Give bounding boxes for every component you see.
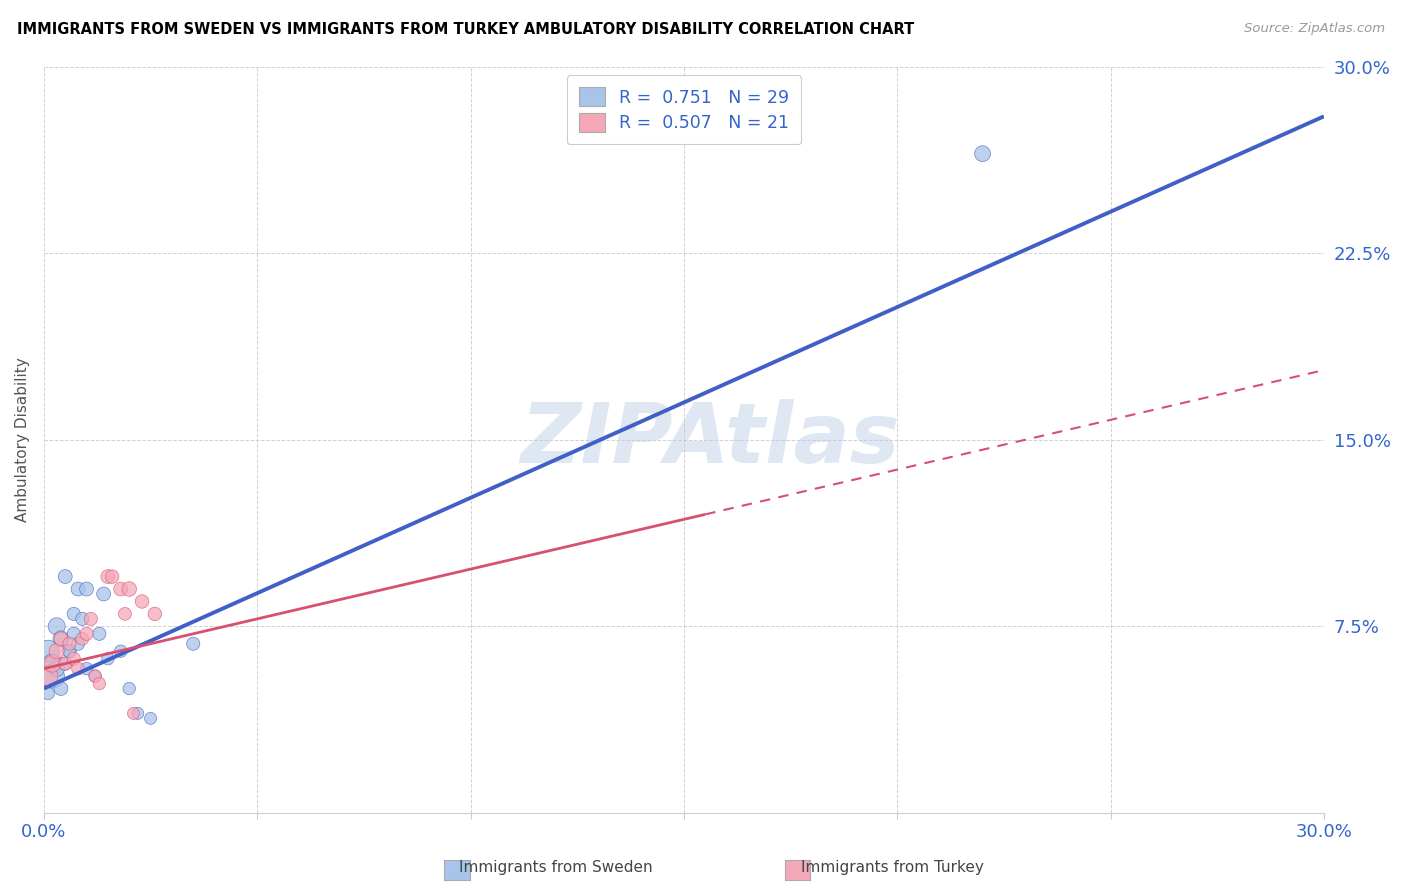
Point — [49, 681, 72, 696]
Point — [127, 706, 149, 721]
Point — [118, 582, 141, 596]
Point — [66, 662, 89, 676]
Point — [66, 637, 89, 651]
Point — [76, 582, 98, 596]
Text: ZIPAtlas: ZIPAtlas — [520, 400, 900, 480]
Point — [143, 607, 166, 621]
Point — [58, 637, 80, 651]
Point — [80, 612, 103, 626]
Point — [84, 669, 107, 683]
Text: Immigrants from Turkey: Immigrants from Turkey — [801, 861, 984, 875]
Text: Source: ZipAtlas.com: Source: ZipAtlas.com — [1244, 22, 1385, 36]
Text: IMMIGRANTS FROM SWEDEN VS IMMIGRANTS FROM TURKEY AMBULATORY DISABILITY CORRELATI: IMMIGRANTS FROM SWEDEN VS IMMIGRANTS FRO… — [17, 22, 914, 37]
Point — [131, 594, 153, 608]
Text: Immigrants from Sweden: Immigrants from Sweden — [458, 861, 652, 875]
Point — [62, 651, 84, 665]
Point — [84, 669, 107, 683]
Point — [41, 657, 63, 671]
Point — [37, 669, 59, 683]
Point — [93, 587, 115, 601]
Y-axis label: Ambulatory Disability: Ambulatory Disability — [15, 358, 30, 522]
Point — [45, 619, 67, 633]
Point — [72, 612, 94, 626]
Point — [49, 632, 72, 646]
Point — [972, 146, 994, 161]
Point — [89, 627, 111, 641]
Point — [97, 569, 120, 583]
Point — [41, 669, 63, 683]
Point — [66, 582, 89, 596]
Point — [53, 657, 76, 671]
Point — [76, 662, 98, 676]
Point — [139, 711, 162, 725]
Point — [45, 644, 67, 658]
Point — [37, 686, 59, 700]
Point — [53, 657, 76, 671]
Point — [53, 569, 76, 583]
Point — [181, 637, 204, 651]
Point — [114, 607, 136, 621]
Point — [58, 644, 80, 658]
Point — [37, 644, 59, 658]
Point — [122, 706, 145, 721]
Point — [97, 651, 120, 665]
Point — [62, 607, 84, 621]
Point — [101, 569, 124, 583]
Point — [118, 681, 141, 696]
Point — [49, 632, 72, 646]
Point — [62, 627, 84, 641]
Point — [89, 676, 111, 690]
Point — [72, 632, 94, 646]
Point — [58, 644, 80, 658]
Legend: R =  0.751   N = 29, R =  0.507   N = 21: R = 0.751 N = 29, R = 0.507 N = 21 — [567, 75, 801, 145]
Point — [45, 662, 67, 676]
Point — [41, 657, 63, 671]
Point — [110, 644, 132, 658]
Point — [110, 582, 132, 596]
Point — [76, 627, 98, 641]
